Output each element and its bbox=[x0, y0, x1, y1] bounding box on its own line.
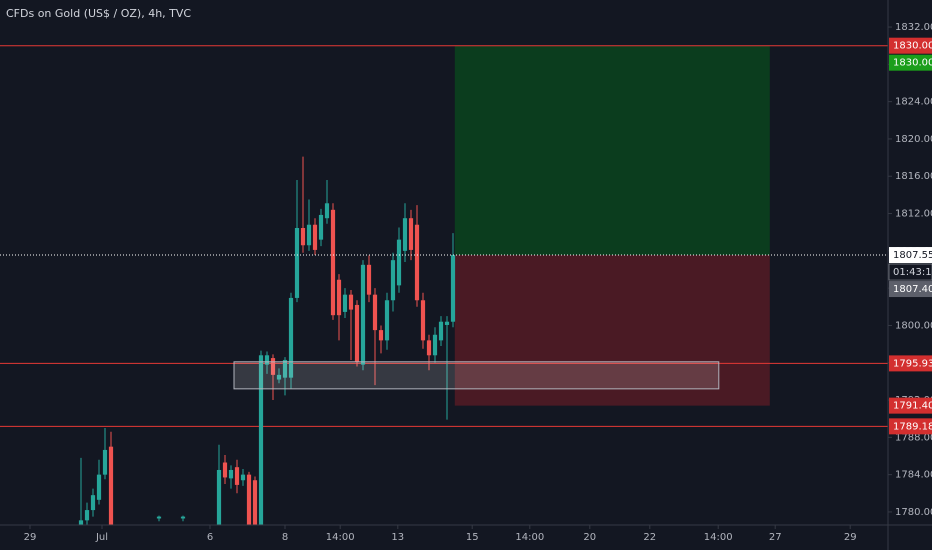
price-label: 1791.40 bbox=[893, 401, 932, 412]
y-tick-label: 1832.00 bbox=[895, 22, 932, 33]
candle-body bbox=[432, 334, 438, 356]
candle-body bbox=[84, 510, 90, 521]
countdown-bg bbox=[888, 263, 932, 281]
candle-body bbox=[414, 224, 420, 301]
profit-zone bbox=[454, 45, 770, 256]
candle-body bbox=[288, 297, 294, 378]
y-tick-label: 1812.00 bbox=[895, 209, 932, 220]
chart-title: CFDs on Gold (US$ / OZ), 4h, TVC bbox=[6, 7, 191, 20]
candle-body bbox=[96, 474, 102, 500]
candle-body bbox=[234, 467, 240, 485]
candle-body bbox=[450, 255, 456, 322]
candle-body bbox=[270, 358, 276, 375]
x-tick-label: 15 bbox=[466, 532, 479, 543]
price-label-bg bbox=[889, 355, 932, 372]
x-tick-label: 14:00 bbox=[704, 532, 733, 543]
candle-body bbox=[444, 321, 450, 325]
x-tick-label: 14:00 bbox=[326, 532, 355, 543]
candle-body bbox=[258, 355, 264, 525]
candle-body bbox=[216, 469, 222, 525]
candle-body bbox=[222, 462, 228, 478]
price-label-bg bbox=[889, 37, 932, 54]
support-zone bbox=[233, 361, 720, 390]
candle-body bbox=[228, 469, 234, 479]
price-label-bg bbox=[889, 418, 932, 435]
price-label: 1830.00 bbox=[893, 58, 932, 69]
y-tick-label: 1800.00 bbox=[895, 320, 932, 331]
candle-body bbox=[342, 294, 348, 312]
candle-body bbox=[282, 359, 288, 378]
x-tick-label: 22 bbox=[643, 532, 656, 543]
candle-body bbox=[372, 294, 378, 331]
candle-body bbox=[330, 209, 336, 316]
price-label: 1830.00 bbox=[893, 41, 932, 52]
candle-body bbox=[396, 239, 402, 286]
price-label: 1789.18 bbox=[893, 421, 932, 432]
price-label-bg bbox=[889, 247, 932, 264]
y-tick-label: 1820.00 bbox=[895, 134, 932, 145]
y-tick-label: 1788.00 bbox=[895, 432, 932, 443]
candle-body bbox=[180, 516, 186, 519]
candle-body bbox=[102, 449, 108, 475]
price-label: 1795.93 bbox=[893, 358, 932, 369]
plot-area bbox=[0, 45, 888, 525]
candle-body bbox=[408, 218, 414, 250]
x-tick-label: Jul bbox=[95, 532, 108, 543]
candle-body bbox=[324, 203, 330, 219]
candle-body bbox=[402, 218, 408, 251]
candle-body bbox=[240, 474, 246, 481]
candle-body bbox=[366, 264, 372, 295]
candle-body bbox=[420, 300, 426, 341]
y-tick-label: 1824.00 bbox=[895, 97, 932, 108]
price-label-bg bbox=[889, 54, 932, 71]
candle-body bbox=[438, 321, 444, 341]
x-tick-label: 29 bbox=[24, 532, 37, 543]
candle-body bbox=[252, 480, 258, 525]
x-tick-label: 29 bbox=[844, 532, 857, 543]
candle-body bbox=[246, 474, 252, 525]
y-tick-label: 1784.00 bbox=[895, 470, 932, 481]
x-tick-label: 13 bbox=[391, 532, 404, 543]
candle-body bbox=[390, 260, 396, 301]
y-tick-label: 1780.00 bbox=[895, 507, 932, 518]
candle-body bbox=[264, 355, 270, 365]
x-tick-label: 20 bbox=[583, 532, 596, 543]
candle-body bbox=[348, 294, 354, 310]
price-label-bg bbox=[889, 281, 932, 298]
price-label-bg bbox=[889, 397, 932, 414]
loss-zone bbox=[454, 255, 770, 406]
candle-body bbox=[108, 446, 114, 525]
candle-body bbox=[336, 279, 342, 316]
x-tick-label: 8 bbox=[282, 532, 288, 543]
candle-body bbox=[78, 520, 84, 525]
x-tick-label: 14:00 bbox=[515, 532, 544, 543]
candle-body bbox=[294, 227, 300, 298]
candle-body bbox=[312, 224, 318, 250]
candle-body bbox=[384, 300, 390, 341]
candle-body bbox=[276, 374, 282, 380]
candle-body bbox=[306, 224, 312, 246]
candle-body bbox=[354, 304, 360, 362]
candle-body bbox=[378, 330, 384, 341]
candle-body bbox=[90, 495, 96, 511]
x-tick-label: 6 bbox=[207, 532, 213, 543]
x-tick-label: 27 bbox=[769, 532, 782, 543]
candle-body bbox=[426, 340, 432, 356]
price-label: 1807.55 bbox=[893, 250, 932, 261]
countdown: 01:43:17 bbox=[893, 267, 932, 278]
y-tick-label: 1816.00 bbox=[895, 171, 932, 182]
candle-body bbox=[360, 264, 366, 365]
candle-body bbox=[156, 516, 162, 519]
candle-body bbox=[300, 227, 306, 246]
price-label: 1807.40 bbox=[893, 284, 932, 295]
candle-body bbox=[318, 214, 324, 240]
